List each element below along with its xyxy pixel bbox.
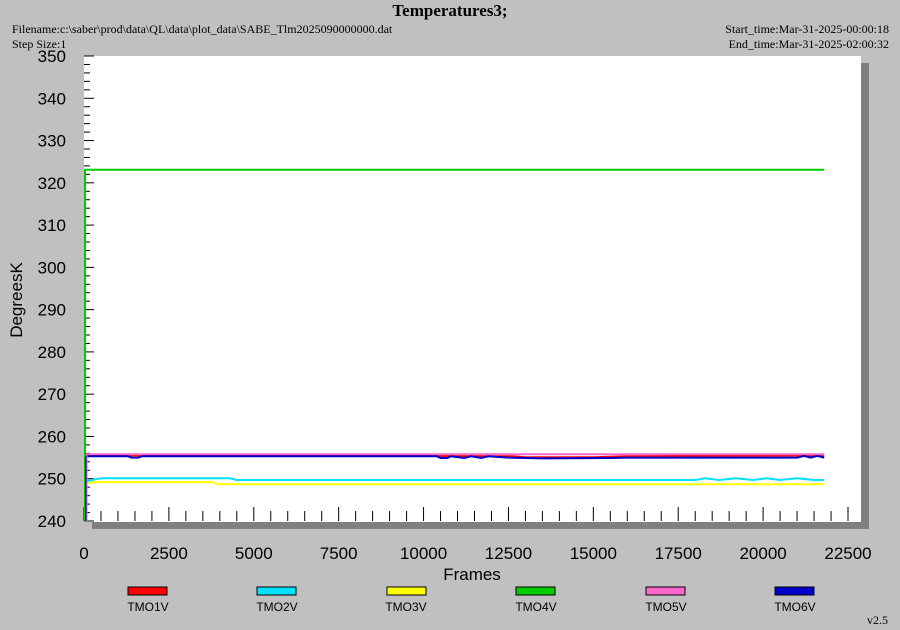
y-tick-label: 340 [38, 89, 66, 108]
legend-swatch-tmo5v [645, 586, 686, 596]
chart-title: Temperatures3; [392, 1, 508, 20]
x-tick-label: 10000 [400, 544, 447, 563]
y-tick-label: 260 [38, 427, 66, 446]
y-axis-label: DegreesK [7, 262, 26, 338]
y-tick-label: 240 [38, 512, 66, 531]
y-tick-label: 290 [38, 301, 66, 320]
legend-swatch-tmo6v [774, 586, 815, 596]
filename-label: Filename:c:\saber\prod\data\QL\data\plot… [12, 22, 393, 36]
legend-swatch-tmo4v [515, 586, 556, 596]
x-tick-label: 15000 [570, 544, 617, 563]
y-tick-label: 320 [38, 174, 66, 193]
legend-swatch-tmo3v [386, 586, 427, 596]
series-line-tmo3v [83, 481, 825, 486]
series-line-tmo6v [84, 454, 825, 460]
y-tick-label: 250 [38, 470, 66, 489]
legend-label-tmo2v: TMO2V [256, 600, 297, 614]
step-size-label: Step Size:1 [12, 37, 67, 51]
legend-label-tmo4v: TMO4V [515, 600, 556, 614]
legend-label-tmo6v: TMO6V [774, 600, 815, 614]
series-line-tmo2v [83, 477, 825, 483]
legend-label-tmo3v: TMO3V [385, 600, 426, 614]
y-tick-label: 350 [38, 47, 66, 66]
end-time-label: End_time:Mar-31-2025-02:00:32 [728, 37, 889, 51]
legend-swatch-tmo1v [127, 586, 168, 596]
x-tick-label: 2500 [150, 544, 188, 563]
x-tick-label: 12500 [485, 544, 532, 563]
y-tick-label: 270 [38, 385, 66, 404]
y-tick-label: 310 [38, 216, 66, 235]
y-tick-label: 280 [38, 343, 66, 362]
y-tick-label: 300 [38, 258, 66, 277]
y-tick-label: 330 [38, 132, 66, 151]
x-tick-label: 20000 [739, 544, 786, 563]
x-tick-label: 0 [79, 544, 88, 563]
start-time-label: Start_time:Mar-31-2025-00:00:18 [725, 22, 889, 36]
legend-label-tmo5v: TMO5V [645, 600, 686, 614]
legend-swatch-tmo2v [256, 586, 297, 596]
plot-area [84, 56, 861, 522]
x-tick-label: 17500 [655, 544, 702, 563]
version-label: v2.5 [867, 613, 888, 627]
legend-label-tmo1v: TMO1V [127, 600, 168, 614]
x-axis-label: Frames [443, 565, 501, 584]
x-tick-label: 22500 [824, 544, 871, 563]
x-tick-label: 7500 [320, 544, 358, 563]
x-tick-label: 5000 [235, 544, 273, 563]
